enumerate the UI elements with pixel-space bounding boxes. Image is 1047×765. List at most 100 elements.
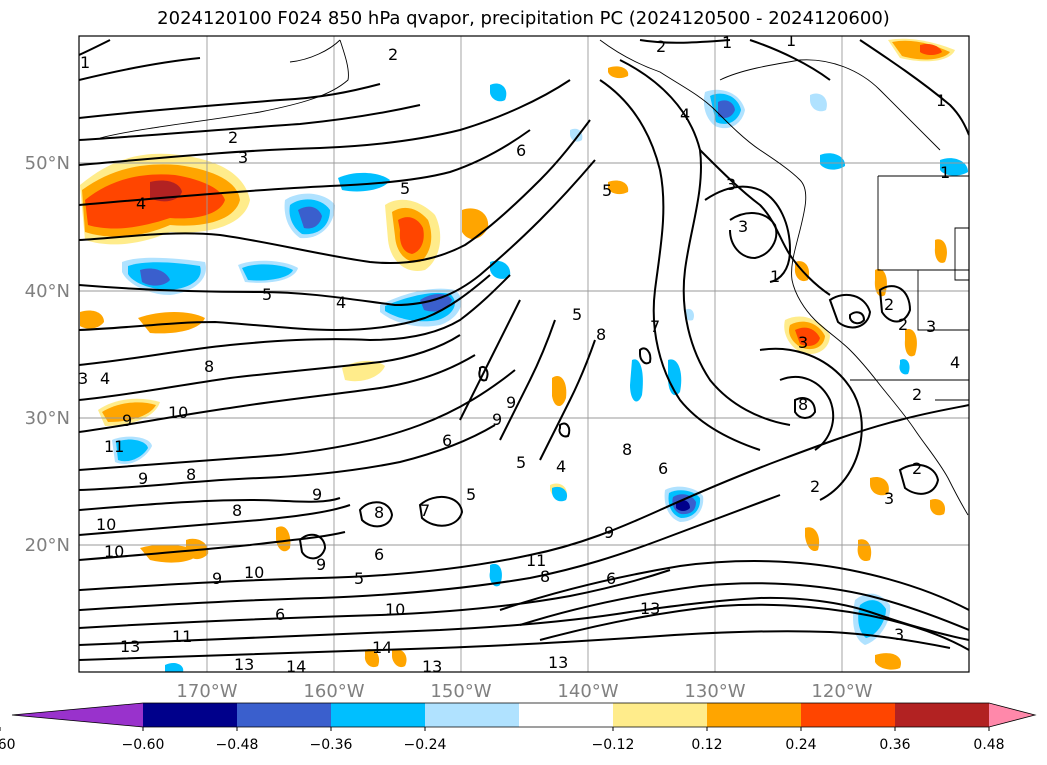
contour-label: 7 — [420, 501, 430, 520]
coastlines — [99, 39, 969, 516]
contour-label: 9 — [122, 411, 132, 430]
contour-label: 6 — [275, 605, 285, 624]
contour-label: 1 — [936, 91, 946, 110]
contour-label: 3 — [798, 333, 808, 352]
contour-label: 10 — [104, 542, 124, 561]
contour-label: 2 — [898, 315, 908, 334]
contour-label: 13 — [548, 653, 568, 672]
contour-label: 6 — [606, 569, 616, 588]
contour-label: 7 — [650, 317, 660, 336]
colorbar-tick-label: −0.36 — [310, 737, 353, 753]
contour-label: 10 — [385, 600, 405, 619]
contour-label: 9 — [604, 523, 614, 542]
contour-label: 3 — [884, 489, 894, 508]
contour-label: 2 — [228, 128, 238, 147]
contour-label: 8 — [622, 440, 632, 459]
colorbar-segment — [237, 703, 332, 727]
colorbar-tick-label: −0.60 — [122, 737, 165, 753]
colorbar-segment — [143, 703, 238, 727]
lat-label: 50°N — [25, 153, 70, 174]
contour-label: 6 — [658, 459, 668, 478]
contour-label: 9 — [312, 485, 322, 504]
lon-label: 140°W — [557, 681, 618, 702]
colorbar: −0.60 −0.48 −0.36 −0.24 −0.12 0.12 0.24 0.36 0.4… — [0, 702, 1037, 753]
contour-label: 8 — [232, 501, 242, 520]
contour-label: 13 — [120, 637, 140, 656]
contour-label: 9 — [212, 569, 222, 588]
contour-label: 3 — [238, 148, 248, 167]
lon-label: 130°W — [684, 681, 745, 702]
contour-label: 13 — [422, 657, 442, 676]
colorbar-tick-label: −0.24 — [404, 737, 447, 753]
lon-axis: 170°W 160°W 150°W 140°W 130°W 120°W — [176, 681, 872, 702]
colorbar-tick-label: 0.12 — [691, 737, 722, 753]
contour-label: 1 — [940, 163, 950, 182]
contour-label: 10 — [96, 515, 116, 534]
contour-label: 3 — [78, 369, 88, 388]
map-frame — [78, 35, 970, 673]
colorbar-segment — [425, 703, 520, 727]
contour-label: 6 — [442, 431, 452, 450]
colorbar-segment — [519, 703, 614, 727]
contour-label: 1 — [770, 267, 780, 286]
lat-label: 30°N — [25, 408, 70, 429]
contour-label: 5 — [354, 569, 364, 588]
contour-label: 3 — [738, 217, 748, 236]
contour-label: 1 — [786, 31, 796, 50]
lon-label: 160°W — [303, 681, 364, 702]
colorbar-segment — [707, 703, 802, 727]
lat-label: 20°N — [25, 535, 70, 556]
contour-label: 9 — [492, 410, 502, 429]
lon-label: 150°W — [430, 681, 491, 702]
colorbar-extend-low — [12, 703, 143, 727]
contour-label: 4 — [556, 457, 566, 476]
contour-label: 6 — [374, 545, 384, 564]
contour-label: 4 — [950, 353, 960, 372]
colorbar-tick-label: 0.24 — [785, 737, 816, 753]
contour-label: 4 — [336, 293, 346, 312]
contour-label: 3 — [726, 175, 736, 194]
contour-label: 2 — [656, 37, 666, 56]
contour-label: 5 — [400, 179, 410, 198]
contour-label: 3 — [894, 625, 904, 644]
contour-label: 2 — [912, 385, 922, 404]
contour-label: 14 — [286, 657, 306, 676]
contour-label: 8 — [596, 325, 606, 344]
lat-axis: 50°N 40°N 30°N 20°N — [25, 153, 70, 556]
contour-label: 2 — [388, 45, 398, 64]
contour-label: 9 — [316, 555, 326, 574]
contour-label: 10 — [244, 563, 264, 582]
contour-label: 14 — [372, 638, 392, 657]
colorbar-segment — [895, 703, 990, 727]
contour-label: 8 — [540, 567, 550, 586]
contour-label: 10 — [168, 403, 188, 422]
contour-label: 5 — [572, 305, 582, 324]
colorbar-segment — [331, 703, 426, 727]
precip-negative-shading — [112, 83, 968, 672]
contour-label: 5 — [262, 285, 272, 304]
lon-label: 120°W — [811, 681, 872, 702]
contour-label: 8 — [204, 357, 214, 376]
contour-label: 11 — [526, 551, 546, 570]
map-title: 2024120100 F024 850 hPa qvapor, precipit… — [157, 8, 890, 29]
qvapor-contours — [79, 39, 969, 661]
lon-label: 170°W — [176, 681, 237, 702]
contour-label-group: 2 3 4 5 5 4 6 8 10 9 11 9 8 10 10 10 9 9… — [78, 31, 960, 676]
colorbar-segment — [801, 703, 896, 727]
contour-label: 8 — [798, 395, 808, 414]
contour-label: 11 — [172, 627, 192, 646]
colorbar-segment — [613, 703, 708, 727]
contour-label: 8 — [186, 465, 196, 484]
contour-label: 2 — [810, 477, 820, 496]
contour-label: 9 — [506, 393, 516, 412]
contour-label: 8 — [374, 503, 384, 522]
colorbar-tick-label: 0.36 — [879, 737, 910, 753]
contour-label: 3 — [926, 317, 936, 336]
contour-label: 2 — [912, 459, 922, 478]
colorbar-tick-label: 0.60 — [0, 737, 16, 753]
colorbar-extend-high — [989, 703, 1035, 727]
contour-label: 6 — [516, 141, 526, 160]
contour-label: 4 — [100, 369, 110, 388]
colorbar-tick-label: 0.48 — [973, 737, 1004, 753]
